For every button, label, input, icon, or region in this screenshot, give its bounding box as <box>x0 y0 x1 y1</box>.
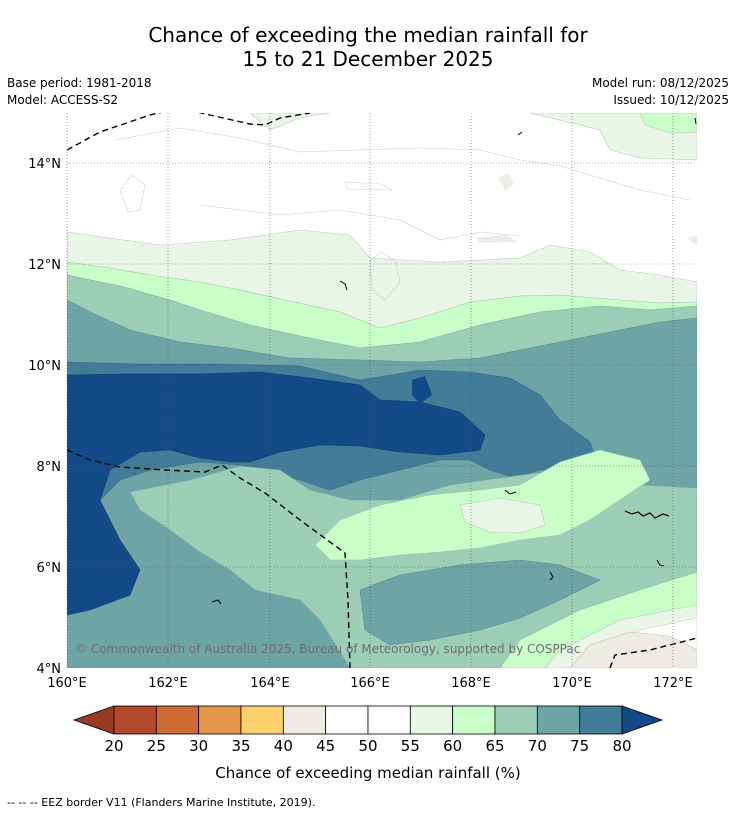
contour-55-60-mid <box>459 497 546 534</box>
map-contours <box>67 113 697 668</box>
colorbar-cell-70-75 <box>536 705 581 735</box>
contour-line-small <box>344 181 393 191</box>
longitude-labels: 160°E 162°E 164°E 166°E 168°E 170°E 172°… <box>47 676 693 691</box>
island-4 <box>211 599 222 605</box>
lon-label-162e: 162°E <box>148 676 188 691</box>
colorbar-tick-55: 55 <box>401 737 420 755</box>
lat-label-8n: 8°N <box>37 460 62 475</box>
colorbar-tick-25: 25 <box>147 737 166 755</box>
colorbar-cell-65-70 <box>494 705 538 735</box>
contour-40-45-patch-3 <box>687 235 697 246</box>
colorbar-cell-35-40 <box>240 705 284 735</box>
lon-label-166e: 166°E <box>350 676 390 691</box>
colorbar-tick-80: 80 <box>612 737 631 755</box>
contour-line-west <box>369 251 401 301</box>
model-run-text: Model run: 08/12/2025 <box>591 76 729 90</box>
colorbar-cell-75-80 <box>579 705 623 735</box>
colorbar-tick-70: 70 <box>528 737 547 755</box>
island-1 <box>624 510 670 519</box>
colorbar-tick-50: 50 <box>358 737 377 755</box>
colorbar-tick-30: 30 <box>189 737 208 755</box>
colorbar-tick-60: 60 <box>443 737 462 755</box>
contour-line-center <box>199 204 521 241</box>
colorbar-cell-50-55 <box>367 705 411 735</box>
island-2 <box>656 559 665 567</box>
lat-label-4n: 4°N <box>37 662 62 677</box>
colorbar-tick-45: 45 <box>316 737 335 755</box>
colorbar-label: Chance of exceeding median rainfall (%) <box>215 764 520 782</box>
contour-line-loop <box>119 174 146 213</box>
gridlines <box>66 113 697 668</box>
lat-label-10n: 10°N <box>28 359 61 374</box>
colorbar-cell-40-45 <box>282 705 327 735</box>
colorbar-cell-25-30 <box>155 705 200 735</box>
latitude-labels: 14°N 12°N 10°N 8°N 6°N 4°N <box>28 157 61 677</box>
title-line-2: 15 to 21 December 2025 <box>242 47 494 71</box>
lat-label-12n: 12°N <box>28 258 61 273</box>
island-8 <box>504 489 517 495</box>
island-6 <box>517 131 523 136</box>
colorbar-tick-35: 35 <box>231 737 250 755</box>
colorbar: 20 25 30 35 40 45 50 55 60 65 70 75 80 Chance of exc… <box>72 705 664 782</box>
lon-label-168e: 168°E <box>451 676 491 691</box>
title-line-1: Chance of exceeding the median rainfall … <box>148 23 588 47</box>
colorbar-cell-30-35 <box>198 705 242 735</box>
colorbar-cell-45-50 <box>325 705 369 735</box>
island-3 <box>549 571 554 581</box>
base-period-text: Base period: 1981-2018 <box>7 76 152 90</box>
colorbar-high-arrow <box>621 705 664 735</box>
eez-border-southeast <box>609 637 697 668</box>
lon-label-170e: 170°E <box>552 676 592 691</box>
colorbar-tick-40: 40 <box>274 737 293 755</box>
colorbar-cell-60-65 <box>452 705 496 735</box>
contour-line-north <box>114 127 691 201</box>
contour-above-80-spot <box>412 376 432 404</box>
eez-border-north <box>67 113 311 151</box>
island-7 <box>694 117 697 125</box>
lat-label-14n: 14°N <box>28 157 61 172</box>
contour-40-45-patch-2 <box>476 235 518 243</box>
copyright-text: © Commonwealth of Australia 2025, Bureau… <box>75 642 580 656</box>
colorbar-cell-20-25 <box>113 705 157 735</box>
contour-40-45-se <box>569 631 697 668</box>
colorbar-tick-65: 65 <box>485 737 504 755</box>
issued-text: Issued: 10/12/2025 <box>613 93 729 107</box>
lon-label-160e: 160°E <box>47 676 87 691</box>
contour-40-45-patch-1 <box>498 173 514 190</box>
island-5 <box>339 280 348 291</box>
colorbar-low-arrow <box>72 705 115 735</box>
colorbar-tick-20: 20 <box>104 737 123 755</box>
contour-60-65-ne <box>639 113 697 134</box>
eez-legend-text: -- -- -- EEZ border V11 (Flanders Marine… <box>7 796 316 809</box>
colorbar-cell-55-60 <box>409 705 454 735</box>
contour-70-75-south <box>359 559 601 646</box>
lon-label-172e: 172°E <box>653 676 693 691</box>
colorbar-tick-75: 75 <box>570 737 589 755</box>
lat-label-6n: 6°N <box>37 561 62 576</box>
contour-above-80 <box>67 371 486 616</box>
model-text: Model: ACCESS-S2 <box>7 93 119 107</box>
lon-label-164e: 164°E <box>250 676 290 691</box>
